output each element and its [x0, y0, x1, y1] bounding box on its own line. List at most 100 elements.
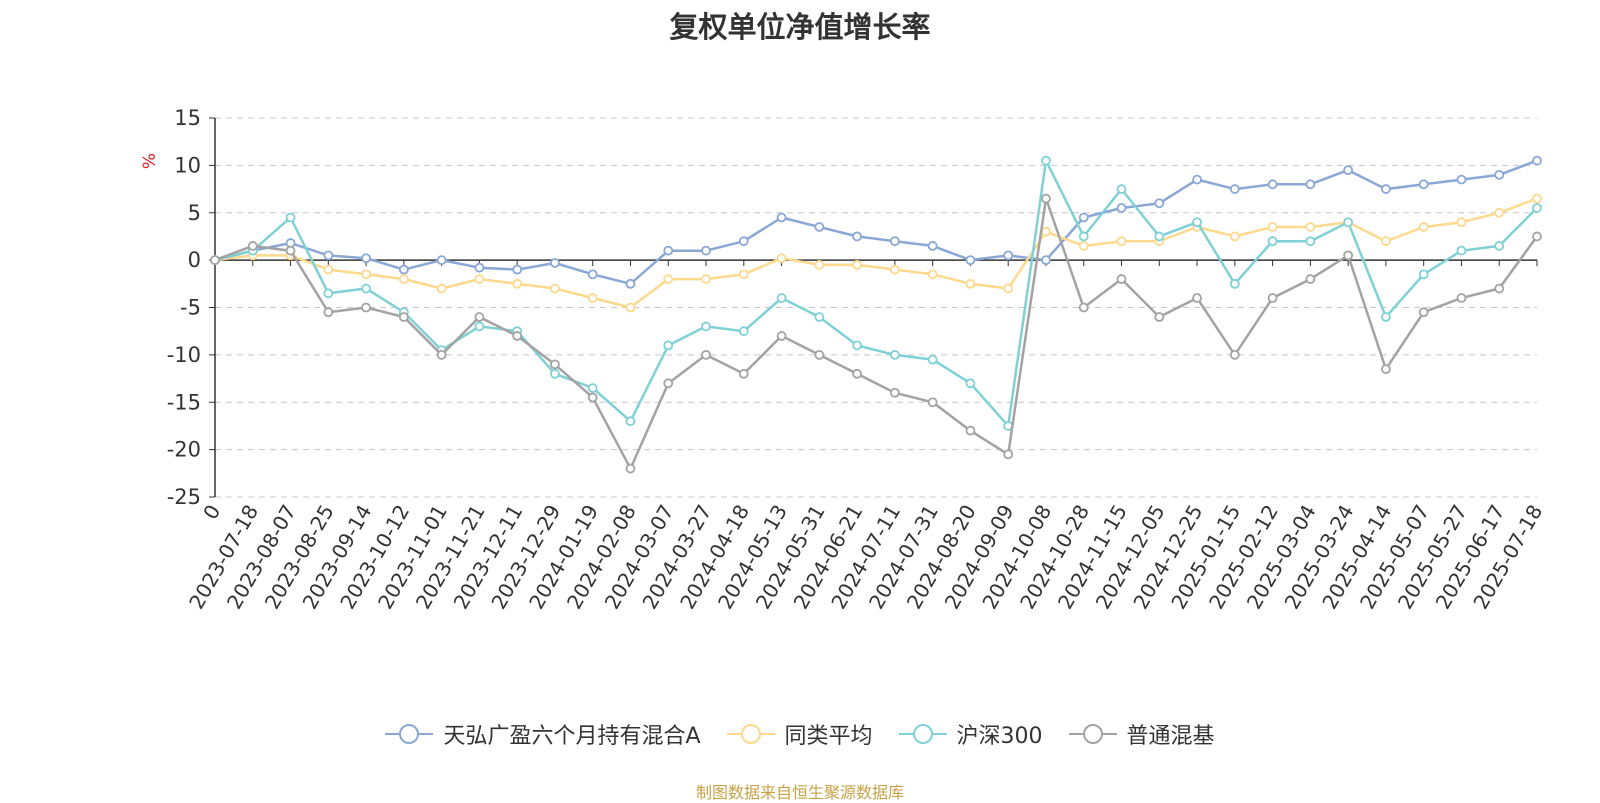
data-point[interactable] — [1343, 217, 1354, 228]
data-point[interactable] — [1532, 203, 1542, 213]
data-point[interactable] — [1003, 449, 1014, 460]
data-point[interactable] — [1305, 236, 1316, 247]
data-point[interactable] — [814, 349, 825, 360]
data-point[interactable] — [927, 397, 938, 408]
data-point[interactable] — [1267, 179, 1278, 190]
data-point[interactable] — [701, 274, 711, 284]
data-point[interactable] — [852, 259, 863, 270]
data-point[interactable] — [1229, 231, 1240, 242]
data-point[interactable] — [625, 416, 636, 427]
data-point[interactable] — [1418, 269, 1429, 280]
data-point[interactable] — [1003, 283, 1014, 294]
data-point[interactable] — [965, 378, 976, 389]
data-point[interactable] — [776, 331, 787, 341]
data-point[interactable] — [1494, 207, 1505, 218]
data-point[interactable] — [1192, 174, 1202, 185]
data-point[interactable] — [1494, 169, 1505, 180]
data-point[interactable] — [1192, 217, 1202, 228]
data-point[interactable] — [587, 383, 598, 393]
data-point[interactable] — [738, 269, 749, 280]
data-point[interactable] — [285, 212, 296, 223]
data-point[interactable] — [512, 278, 523, 289]
data-point[interactable] — [361, 302, 371, 313]
data-point[interactable] — [1456, 217, 1467, 228]
data-point[interactable] — [361, 283, 371, 294]
data-point[interactable] — [474, 321, 485, 332]
data-point[interactable] — [1116, 184, 1127, 194]
data-point[interactable] — [1267, 236, 1278, 247]
data-point[interactable] — [398, 274, 409, 284]
data-point[interactable] — [889, 264, 900, 275]
data-point[interactable] — [1229, 278, 1240, 289]
data-point[interactable] — [1229, 184, 1240, 194]
data-point[interactable] — [512, 331, 523, 341]
legend-item-csi300[interactable]: 沪深300 — [898, 718, 1043, 750]
data-point[interactable] — [814, 222, 825, 232]
data-point[interactable] — [625, 463, 636, 474]
data-point[interactable] — [1418, 307, 1429, 318]
data-point[interactable] — [361, 269, 371, 280]
data-point[interactable] — [1078, 302, 1089, 313]
data-point[interactable] — [474, 312, 485, 322]
data-point[interactable] — [1305, 222, 1316, 232]
data-point[interactable] — [1078, 212, 1089, 223]
data-point[interactable] — [587, 392, 598, 403]
data-point[interactable] — [663, 274, 674, 284]
data-point[interactable] — [1456, 174, 1467, 185]
data-point[interactable] — [889, 349, 900, 360]
data-point[interactable] — [965, 278, 976, 289]
data-point[interactable] — [738, 236, 749, 247]
data-point[interactable] — [852, 340, 863, 351]
data-point[interactable] — [436, 255, 447, 266]
data-point[interactable] — [587, 269, 598, 280]
data-point[interactable] — [1003, 250, 1014, 261]
data-point[interactable] — [625, 278, 636, 289]
data-point[interactable] — [1267, 222, 1278, 232]
legend-item-fund[interactable]: 天弘广盈六个月持有混合A — [385, 718, 701, 750]
data-point[interactable] — [701, 321, 711, 332]
data-point[interactable] — [927, 269, 938, 280]
data-point[interactable] — [1154, 312, 1165, 322]
data-point[interactable] — [701, 245, 711, 256]
data-point[interactable] — [1267, 293, 1278, 303]
data-point[interactable] — [1078, 241, 1089, 251]
data-point[interactable] — [1041, 226, 1051, 237]
data-point[interactable] — [927, 354, 938, 365]
data-point[interactable] — [965, 255, 976, 266]
data-point[interactable] — [889, 387, 900, 398]
data-point[interactable] — [210, 255, 220, 266]
data-point[interactable] — [663, 378, 674, 389]
data-point[interactable] — [927, 241, 938, 251]
data-point[interactable] — [1381, 184, 1391, 194]
data-point[interactable] — [1041, 193, 1051, 204]
data-point[interactable] — [512, 264, 523, 275]
data-point[interactable] — [1041, 155, 1051, 166]
data-point[interactable] — [1343, 250, 1354, 261]
legend-item-peer-average[interactable]: 同类平均 — [726, 718, 873, 750]
data-point[interactable] — [285, 245, 296, 256]
data-point[interactable] — [1154, 231, 1165, 242]
data-point[interactable] — [776, 253, 787, 264]
data-point[interactable] — [323, 250, 334, 261]
data-point[interactable] — [1456, 293, 1467, 303]
data-point[interactable] — [1532, 193, 1542, 204]
data-point[interactable] — [889, 236, 900, 247]
data-point[interactable] — [814, 259, 825, 270]
legend-item-mixed-fund[interactable]: 普通混基 — [1068, 718, 1215, 750]
data-point[interactable] — [701, 349, 711, 360]
data-point[interactable] — [1154, 198, 1165, 209]
data-point[interactable] — [398, 312, 409, 322]
data-point[interactable] — [738, 326, 749, 337]
data-point[interactable] — [1078, 231, 1089, 242]
data-point[interactable] — [1116, 203, 1127, 213]
data-point[interactable] — [323, 288, 334, 299]
data-point[interactable] — [625, 302, 636, 313]
data-point[interactable] — [436, 349, 447, 360]
data-point[interactable] — [587, 293, 598, 303]
data-point[interactable] — [1418, 222, 1429, 232]
data-point[interactable] — [1418, 179, 1429, 190]
data-point[interactable] — [1229, 349, 1240, 360]
data-point[interactable] — [323, 307, 334, 318]
data-point[interactable] — [550, 359, 560, 370]
data-point[interactable] — [1381, 312, 1391, 322]
